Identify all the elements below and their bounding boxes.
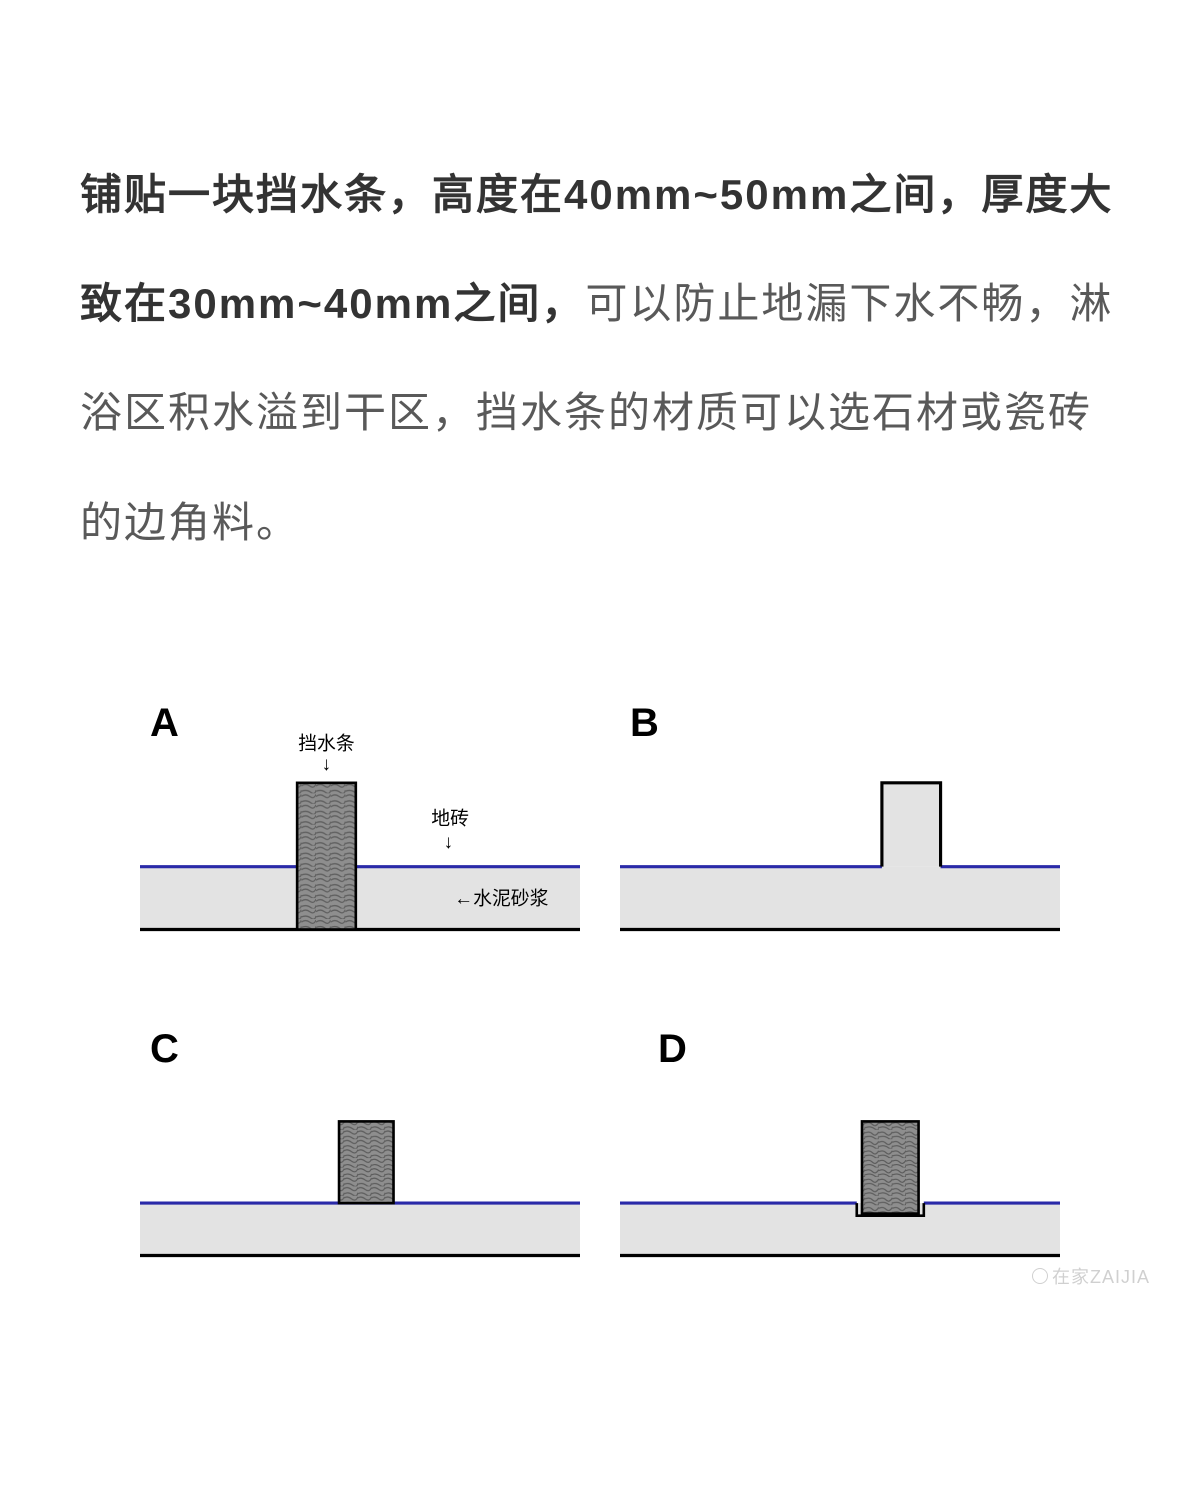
description-paragraph: 铺贴一块挡水条，高度在40mm~50mm之间，厚度大致在30mm~40mm之间，… — [80, 140, 1120, 577]
callout-tile: 地砖 — [431, 807, 469, 829]
svg-text:↓: ↓ — [322, 754, 331, 775]
panel-label-a: A — [150, 701, 179, 746]
panel-c: C — [140, 1033, 580, 1289]
panel-label-d: D — [658, 1027, 687, 1072]
watermark: 在家ZAIJIA — [1032, 1263, 1150, 1289]
svg-text:↓: ↓ — [444, 832, 453, 853]
panel-d: D — [620, 1033, 1060, 1289]
diagram-frame: A 挡水条 ↓ 地砖 ↓ ←水 — [110, 667, 1090, 1307]
panel-c-svg — [140, 1033, 580, 1289]
panel-label-c: C — [150, 1027, 179, 1072]
watermark-text: 在家ZAIJIA — [1052, 1267, 1150, 1287]
callout-mortar: ←水泥砂浆 — [454, 887, 548, 909]
panel-label-b: B — [630, 701, 659, 746]
panel-b-svg — [620, 707, 1060, 963]
panel-a-svg: 挡水条 ↓ 地砖 ↓ ←水泥砂浆 — [140, 707, 580, 963]
panel-b: B — [620, 707, 1060, 963]
panel-a: A 挡水条 ↓ 地砖 ↓ ←水 — [140, 707, 580, 963]
callout-barrier: 挡水条 — [298, 732, 355, 754]
diagram-grid: A 挡水条 ↓ 地砖 ↓ ←水 — [140, 707, 1060, 1287]
